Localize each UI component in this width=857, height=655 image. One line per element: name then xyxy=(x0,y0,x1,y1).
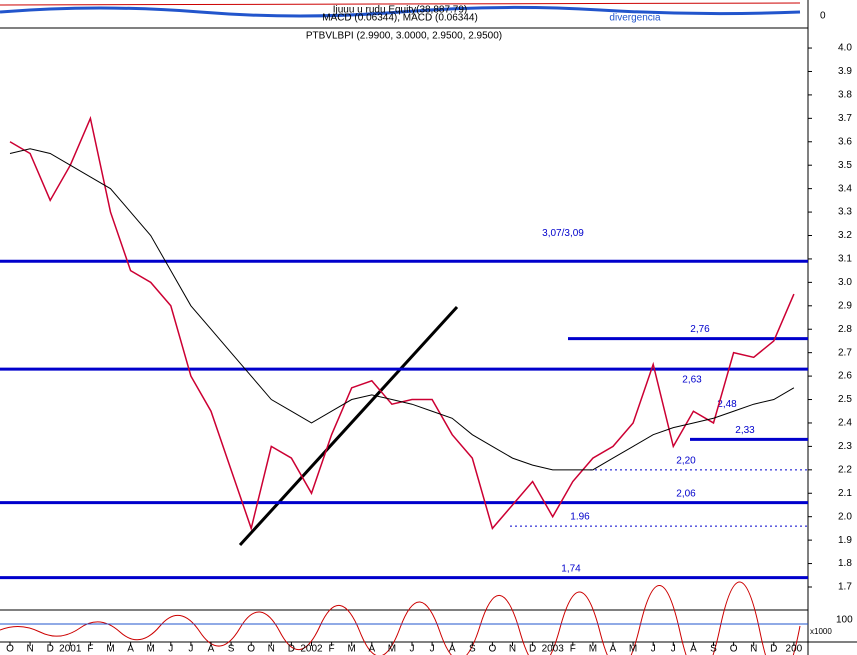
x-tick-label: J xyxy=(168,644,173,655)
y-tick-label: 3.2 xyxy=(838,230,852,241)
x-tick-label: D xyxy=(288,644,295,655)
level-label: 3,07/3,09 xyxy=(542,228,584,239)
x-tick-label: M xyxy=(106,644,114,655)
chart-title: PTBVLBPI (2.9900, 3.0000, 2.9500, 2.9500… xyxy=(306,31,502,42)
y-tick-label: 3.9 xyxy=(838,66,852,77)
y-tick-label: 3.4 xyxy=(838,183,852,194)
panel-label: x1000 xyxy=(810,627,832,636)
x-tick-label: M xyxy=(388,644,396,655)
level-label: 2,20 xyxy=(676,455,696,466)
panel-label: divergencia xyxy=(609,13,661,24)
oscillator-line xyxy=(0,581,801,655)
y-tick-label: 4.0 xyxy=(838,43,852,54)
y-tick-label: 1.8 xyxy=(838,558,852,569)
y-tick-label: 3.3 xyxy=(838,207,852,218)
x-tick-label: 2002 xyxy=(300,644,323,655)
y-tick-label: 2.7 xyxy=(838,347,852,358)
x-tick-label: O xyxy=(247,644,255,655)
macd-histogram xyxy=(0,5,801,18)
x-tick-label: N xyxy=(750,644,757,655)
y-tick-label: 3.5 xyxy=(838,160,852,171)
y-tick-label: 3.6 xyxy=(838,136,852,147)
level-label: 2,33 xyxy=(735,425,755,436)
x-tick-label: A xyxy=(127,644,134,655)
x-tick-label: D xyxy=(47,644,54,655)
x-tick-label: N xyxy=(268,644,275,655)
x-tick-label: S xyxy=(710,644,717,655)
level-label: 1,74 xyxy=(561,563,581,574)
level-label: 2,06 xyxy=(676,488,696,499)
y-tick-label: 2.4 xyxy=(838,418,852,429)
x-tick-label: F xyxy=(329,644,335,655)
x-tick-label: O xyxy=(6,644,14,655)
y-tick-label: 2.6 xyxy=(838,371,852,382)
panel-label: Ijuuu u rudu Equity(38,887.79) xyxy=(333,5,468,16)
x-tick-label: M xyxy=(589,644,597,655)
x-tick-label: A xyxy=(690,644,697,655)
x-tick-label: A xyxy=(610,644,617,655)
trend-line xyxy=(238,305,459,547)
series-line xyxy=(9,148,795,471)
y-tick-label: 2.8 xyxy=(838,324,852,335)
x-tick-label: A xyxy=(449,644,456,655)
y-tick-label: 2.5 xyxy=(838,394,852,405)
x-tick-label: J xyxy=(410,644,415,655)
x-tick-label: A xyxy=(368,644,375,655)
y-tick-label: 2.1 xyxy=(838,488,852,499)
level-label: 1.96 xyxy=(570,512,590,523)
x-tick-label: F xyxy=(570,644,576,655)
x-tick-label: J xyxy=(651,644,656,655)
x-tick-label: M xyxy=(629,644,637,655)
x-tick-label: N xyxy=(26,644,33,655)
x-tick-label: 2001 xyxy=(59,644,82,655)
y-tick-label: 3.8 xyxy=(838,90,852,101)
panel-tick: 100 xyxy=(836,615,853,626)
x-tick-label: J xyxy=(671,644,676,655)
x-tick-label: 2003 xyxy=(542,644,565,655)
y-tick-label: 2.3 xyxy=(838,441,852,452)
x-tick-label: N xyxy=(509,644,516,655)
x-tick-label: J xyxy=(188,644,193,655)
x-tick-label: D xyxy=(770,644,777,655)
x-tick-label: O xyxy=(730,644,738,655)
y-tick-label: 2.0 xyxy=(838,511,852,522)
x-tick-label: D xyxy=(529,644,536,655)
x-tick-label: J xyxy=(430,644,435,655)
x-tick-label: A xyxy=(208,644,215,655)
x-tick-label: 200 xyxy=(786,644,803,655)
x-tick-label: S xyxy=(228,644,235,655)
y-tick-label: 3.0 xyxy=(838,277,852,288)
panel-tick: 0 xyxy=(820,11,826,22)
level-label: 2,63 xyxy=(682,375,702,386)
x-tick-label: M xyxy=(348,644,356,655)
x-tick-label: S xyxy=(469,644,476,655)
y-tick-label: 3.1 xyxy=(838,254,852,265)
y-tick-label: 1.9 xyxy=(838,535,852,546)
x-tick-label: O xyxy=(489,644,497,655)
level-label: 2,76 xyxy=(690,324,710,335)
level-label: 2,48 xyxy=(717,399,737,410)
y-tick-label: 2.2 xyxy=(838,464,852,475)
x-tick-label: M xyxy=(147,644,155,655)
y-tick-label: 1.7 xyxy=(838,582,852,593)
panel-label: MACD (0.06344), MACD (0.06344) xyxy=(322,13,478,24)
y-tick-label: 3.7 xyxy=(838,113,852,124)
x-tick-label: F xyxy=(87,644,93,655)
y-tick-label: 2.9 xyxy=(838,300,852,311)
macd-line xyxy=(0,2,801,6)
